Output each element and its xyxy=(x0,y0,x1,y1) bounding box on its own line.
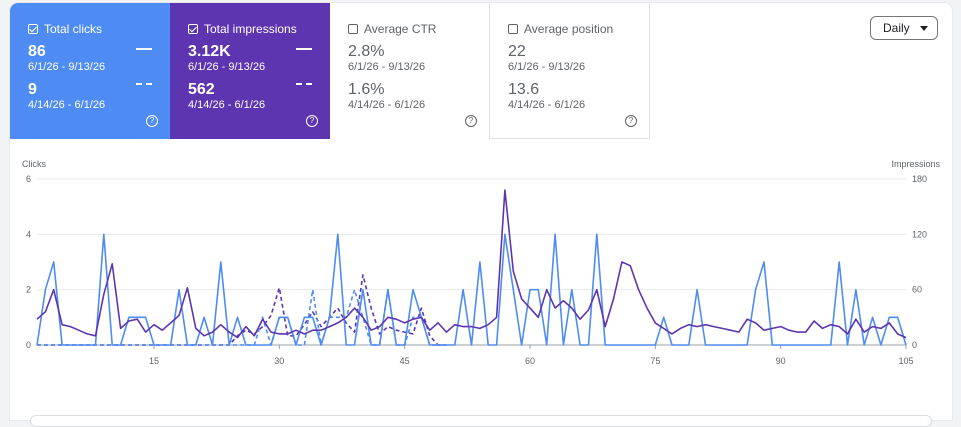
checkbox-checked-icon[interactable] xyxy=(188,24,198,34)
metric-label: Average CTR xyxy=(364,22,437,36)
metric-tile-average-position[interactable]: Average position 22 6/1/26 - 9/13/26 13.… xyxy=(490,3,650,139)
x-tick-label: 60 xyxy=(525,356,535,366)
dashed-line-legend-icon xyxy=(136,83,152,85)
help-icon[interactable]: ? xyxy=(146,115,158,127)
right-tick-label: 60 xyxy=(912,285,922,295)
x-tick-label: 105 xyxy=(898,356,913,366)
performance-card: Total clicks 86 6/1/26 - 9/13/26 9 4/14/… xyxy=(10,3,952,420)
left-tick-label: 6 xyxy=(26,174,31,184)
bottom-panel xyxy=(30,415,932,427)
metric-header: Total impressions xyxy=(188,21,330,37)
x-tick-label: 45 xyxy=(400,356,410,366)
help-icon[interactable]: ? xyxy=(306,115,318,127)
help-icon[interactable]: ? xyxy=(465,115,477,127)
metric-header: Average position xyxy=(508,21,649,37)
metric-tile-total-clicks[interactable]: Total clicks 86 6/1/26 - 9/13/26 9 4/14/… xyxy=(10,3,170,139)
metric-range: 6/1/26 - 9/13/26 xyxy=(188,61,266,73)
metric-value: 2.8% xyxy=(348,43,385,60)
metric-prev-value: 562 xyxy=(188,81,215,98)
metric-label: Average position xyxy=(524,22,614,36)
metric-prev-value: 9 xyxy=(28,81,37,98)
left-axis-title: Clicks xyxy=(22,159,46,169)
metric-prev-range: 4/14/26 - 6/1/26 xyxy=(508,99,586,111)
x-tick-label: 30 xyxy=(274,356,284,366)
clicks-dashed-series-line xyxy=(37,288,447,346)
dropdown-arrow-icon xyxy=(920,26,928,31)
left-tick-label: 4 xyxy=(26,229,31,239)
metric-prev-range: 4/14/26 - 6/1/26 xyxy=(348,99,426,111)
help-icon[interactable]: ? xyxy=(625,115,637,127)
right-tick-label: 0 xyxy=(912,340,917,350)
x-tick-label: 15 xyxy=(149,356,159,366)
metric-tile-average-ctr[interactable]: Average CTR 2.8% 6/1/26 - 9/13/26 1.6% 4… xyxy=(330,3,490,139)
x-tick-label: 75 xyxy=(650,356,660,366)
metric-range: 6/1/26 - 9/13/26 xyxy=(508,61,586,73)
granularity-selected: Daily xyxy=(883,21,910,35)
solid-line-legend-icon xyxy=(136,48,152,50)
metric-value: 3.12K xyxy=(188,43,231,60)
impressions-solid-series-line xyxy=(36,189,907,339)
metric-header: Average CTR xyxy=(348,21,489,37)
left-tick-label: 2 xyxy=(26,285,31,295)
right-tick-label: 180 xyxy=(912,174,927,184)
metric-range: 6/1/26 - 9/13/26 xyxy=(348,61,426,73)
left-tick-label: 0 xyxy=(26,340,31,350)
metric-header: Total clicks xyxy=(28,21,170,37)
metric-prev-range: 4/14/26 - 6/1/26 xyxy=(188,99,266,111)
x-tick-label: 90 xyxy=(776,356,786,366)
checkbox-unchecked-icon[interactable] xyxy=(508,24,518,34)
granularity-dropdown[interactable]: Daily xyxy=(870,16,938,40)
metric-tile-total-impressions[interactable]: Total impressions 3.12K 6/1/26 - 9/13/26… xyxy=(170,3,330,139)
checkbox-unchecked-icon[interactable] xyxy=(348,24,358,34)
metric-prev-value: 1.6% xyxy=(348,81,385,98)
performance-chart[interactable]: 6 180 4 120 2 60 0 0 15 30 45 60 75 90 105 xyxy=(10,3,952,420)
metric-range: 6/1/26 - 9/13/26 xyxy=(28,61,106,73)
checkbox-checked-icon[interactable] xyxy=(28,24,38,34)
dashed-line-legend-icon xyxy=(296,83,312,85)
metric-value: 22 xyxy=(508,43,526,60)
metric-label: Total clicks xyxy=(44,22,103,36)
metric-prev-range: 4/14/26 - 6/1/26 xyxy=(28,99,106,111)
metric-prev-value: 13.6 xyxy=(508,81,540,98)
metric-value: 86 xyxy=(28,43,46,60)
metric-label: Total impressions xyxy=(204,22,297,36)
right-axis-title: Impressions xyxy=(891,159,940,169)
solid-line-legend-icon xyxy=(296,48,312,50)
right-tick-label: 120 xyxy=(912,229,927,239)
